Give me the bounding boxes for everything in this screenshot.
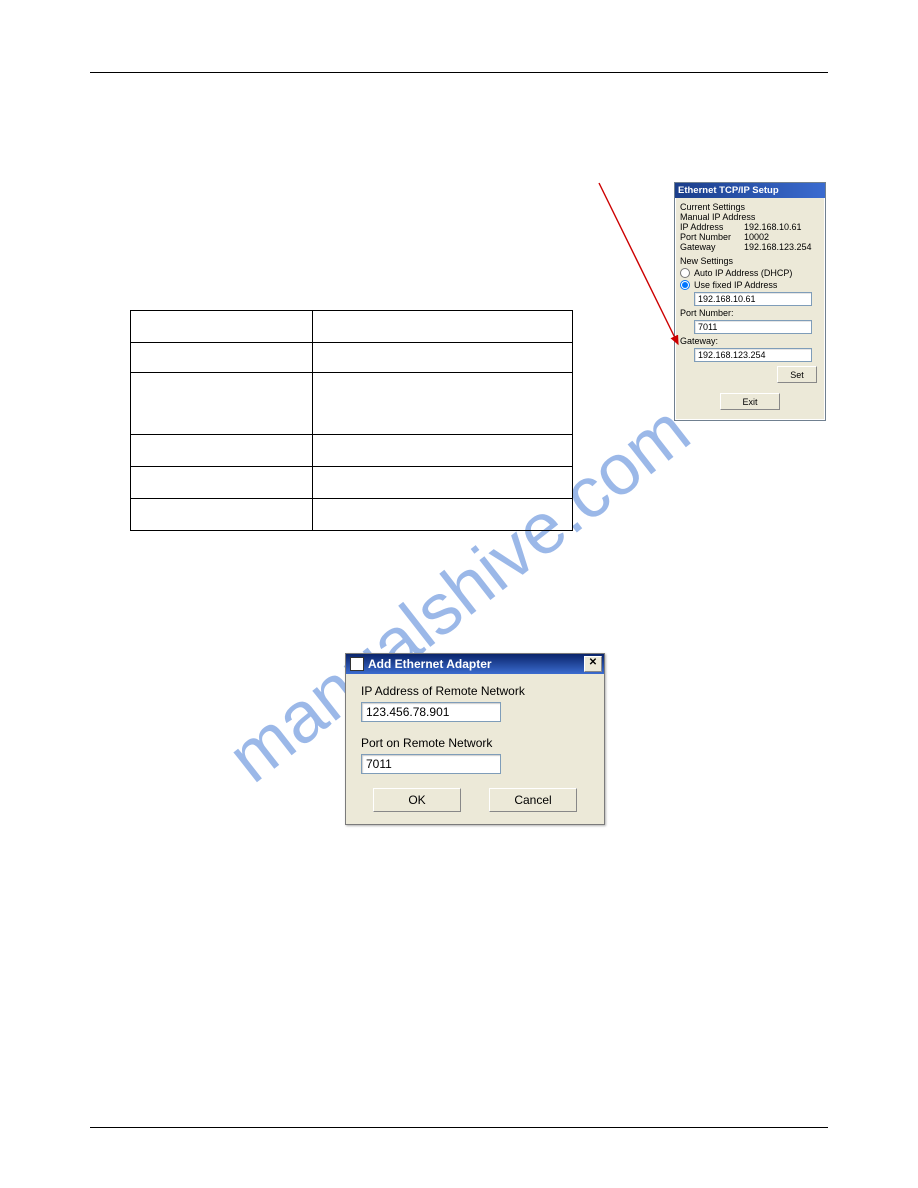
ip-address-label-ro: IP Address: [680, 222, 742, 232]
add-adapter-title-text: Add Ethernet Adapter: [368, 657, 584, 671]
table-cell: [313, 435, 573, 467]
table-cell: [131, 499, 313, 531]
port-label-ro: Port Number: [680, 232, 742, 242]
remote-port-input[interactable]: [361, 754, 501, 774]
table-cell: [313, 343, 573, 373]
tcp-setup-titlebar[interactable]: Ethernet TCP/IP Setup: [675, 183, 825, 198]
ok-button[interactable]: OK: [373, 788, 461, 812]
add-adapter-titlebar[interactable]: Add Ethernet Adapter ✕: [346, 654, 604, 674]
table-cell: [131, 467, 313, 499]
fixed-ip-input[interactable]: [694, 292, 812, 306]
gateway-value-ro: 192.168.123.254: [744, 242, 812, 252]
close-button[interactable]: ✕: [584, 656, 602, 672]
remote-ip-input[interactable]: [361, 702, 501, 722]
manual-ip-label: Manual IP Address: [680, 212, 820, 222]
ip-address-value-ro: 192.168.10.61: [744, 222, 802, 232]
top-rule: [90, 72, 828, 73]
cancel-button[interactable]: Cancel: [489, 788, 577, 812]
table-cell: [313, 499, 573, 531]
remote-port-label: Port on Remote Network: [361, 736, 589, 750]
bottom-rule: [90, 1127, 828, 1128]
port-number-input[interactable]: [694, 320, 812, 334]
port-value-ro: 10002: [744, 232, 769, 242]
radio-fixed-label: Use fixed IP Address: [694, 280, 777, 290]
tcp-setup-window: Ethernet TCP/IP Setup Current Settings M…: [674, 182, 826, 421]
current-settings-header: Current Settings: [680, 202, 820, 212]
radio-dhcp[interactable]: [680, 268, 690, 278]
add-adapter-window: Add Ethernet Adapter ✕ IP Address of Rem…: [345, 653, 605, 825]
remote-ip-label: IP Address of Remote Network: [361, 684, 589, 698]
table-cell: [313, 373, 573, 435]
gateway-label-ro: Gateway: [680, 242, 742, 252]
table-cell: [313, 467, 573, 499]
table-cell: [313, 311, 573, 343]
settings-table: [130, 310, 573, 531]
radio-dhcp-label: Auto IP Address (DHCP): [694, 268, 792, 278]
table-cell: [131, 311, 313, 343]
table-cell: [131, 435, 313, 467]
gateway-label: Gateway:: [680, 336, 820, 346]
table-cell: [131, 343, 313, 373]
gateway-input[interactable]: [694, 348, 812, 362]
radio-fixed[interactable]: [680, 280, 690, 290]
port-number-label: Port Number:: [680, 308, 820, 318]
set-button[interactable]: Set: [777, 366, 817, 383]
callout-arrow: [0, 0, 918, 1188]
new-settings-header: New Settings: [680, 256, 820, 266]
exit-button[interactable]: Exit: [720, 393, 780, 410]
table-cell: [131, 373, 313, 435]
window-icon: [350, 657, 364, 671]
